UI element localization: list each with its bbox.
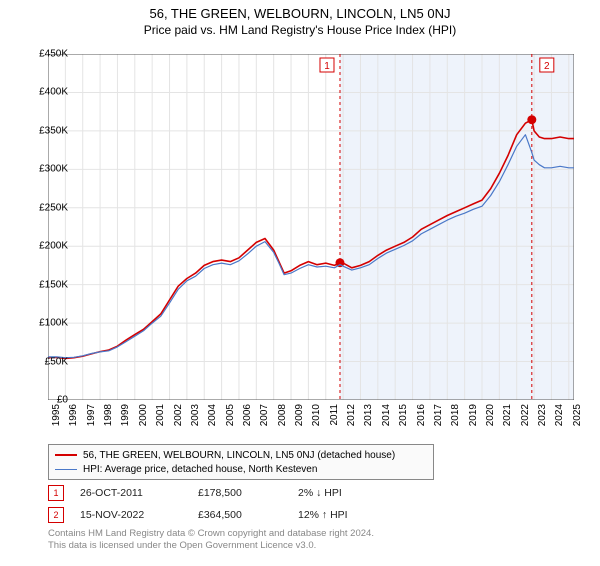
y-tick-label: £450K xyxy=(24,49,68,60)
x-tick-label: 2016 xyxy=(416,404,427,426)
x-tick-label: 2025 xyxy=(572,404,583,426)
legend-swatch-property xyxy=(55,454,77,456)
x-tick-label: 1998 xyxy=(103,404,114,426)
svg-text:2: 2 xyxy=(544,61,550,72)
x-tick-label: 2014 xyxy=(381,404,392,426)
x-tick-label: 2003 xyxy=(190,404,201,426)
x-tick-label: 1997 xyxy=(86,404,97,426)
legend-item-hpi: HPI: Average price, detached house, Nort… xyxy=(55,462,427,476)
chart-title: 56, THE GREEN, WELBOURN, LINCOLN, LN5 0N… xyxy=(0,6,600,21)
x-tick-label: 2005 xyxy=(225,404,236,426)
transaction-badge-2: 2 xyxy=(48,507,64,523)
legend: 56, THE GREEN, WELBOURN, LINCOLN, LN5 0N… xyxy=(48,444,434,480)
x-tick-label: 2022 xyxy=(520,404,531,426)
transaction-price: £364,500 xyxy=(198,509,298,521)
transaction-row: 1 26-OCT-2011 £178,500 2% ↓ HPI xyxy=(48,482,398,504)
legend-item-property: 56, THE GREEN, WELBOURN, LINCOLN, LN5 0N… xyxy=(55,448,427,462)
transaction-price: £178,500 xyxy=(198,487,298,499)
x-tick-label: 2020 xyxy=(485,404,496,426)
x-tick-label: 2018 xyxy=(450,404,461,426)
chart-container: 56, THE GREEN, WELBOURN, LINCOLN, LN5 0N… xyxy=(0,6,600,566)
footer-attribution: Contains HM Land Registry data © Crown c… xyxy=(48,528,374,553)
transaction-pct: 12% ↑ HPI xyxy=(298,509,398,521)
y-tick-label: £400K xyxy=(24,87,68,98)
y-tick-label: £300K xyxy=(24,164,68,175)
transaction-date: 15-NOV-2022 xyxy=(80,509,198,521)
legend-label-hpi: HPI: Average price, detached house, Nort… xyxy=(83,464,317,475)
y-tick-label: £50K xyxy=(24,356,68,367)
x-tick-label: 2011 xyxy=(329,404,340,426)
x-tick-label: 2001 xyxy=(155,404,166,426)
legend-label-property: 56, THE GREEN, WELBOURN, LINCOLN, LN5 0N… xyxy=(83,450,395,461)
x-tick-label: 2009 xyxy=(294,404,305,426)
x-tick-label: 2019 xyxy=(468,404,479,426)
x-tick-label: 2000 xyxy=(138,404,149,426)
x-tick-label: 2002 xyxy=(173,404,184,426)
x-tick-label: 2008 xyxy=(277,404,288,426)
x-tick-label: 2006 xyxy=(242,404,253,426)
transaction-date: 26-OCT-2011 xyxy=(80,487,198,499)
transaction-badge-1: 1 xyxy=(48,485,64,501)
x-tick-label: 2007 xyxy=(259,404,270,426)
price-chart: 12 xyxy=(48,54,574,400)
x-tick-label: 2012 xyxy=(346,404,357,426)
y-tick-label: £350K xyxy=(24,125,68,136)
x-tick-label: 1999 xyxy=(120,404,131,426)
x-tick-label: 2021 xyxy=(502,404,513,426)
x-tick-label: 2017 xyxy=(433,404,444,426)
footer-line-2: This data is licensed under the Open Gov… xyxy=(48,540,374,552)
transactions-table: 1 26-OCT-2011 £178,500 2% ↓ HPI 2 15-NOV… xyxy=(48,482,398,526)
svg-text:1: 1 xyxy=(324,61,330,72)
transaction-row: 2 15-NOV-2022 £364,500 12% ↑ HPI xyxy=(48,504,398,526)
y-tick-label: £150K xyxy=(24,279,68,290)
transaction-pct: 2% ↓ HPI xyxy=(298,487,398,499)
x-tick-label: 2010 xyxy=(311,404,322,426)
x-tick-label: 2013 xyxy=(363,404,374,426)
x-tick-label: 2004 xyxy=(207,404,218,426)
x-tick-label: 2023 xyxy=(537,404,548,426)
y-tick-label: £200K xyxy=(24,241,68,252)
x-tick-label: 1996 xyxy=(68,404,79,426)
y-tick-label: £100K xyxy=(24,318,68,329)
x-tick-label: 2024 xyxy=(554,404,565,426)
chart-subtitle: Price paid vs. HM Land Registry's House … xyxy=(0,23,600,37)
legend-swatch-hpi xyxy=(55,469,77,470)
y-tick-label: £250K xyxy=(24,202,68,213)
footer-line-1: Contains HM Land Registry data © Crown c… xyxy=(48,528,374,540)
x-tick-label: 2015 xyxy=(398,404,409,426)
x-tick-label: 1995 xyxy=(51,404,62,426)
